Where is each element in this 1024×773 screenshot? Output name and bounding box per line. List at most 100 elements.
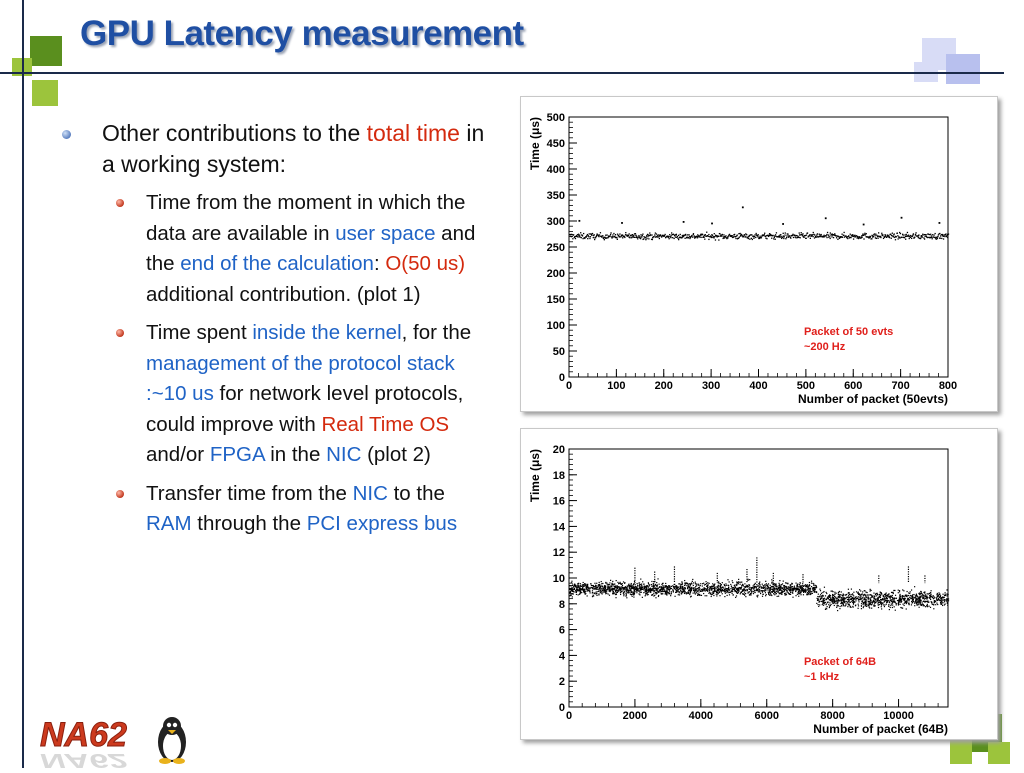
data-point xyxy=(741,235,743,237)
data-point xyxy=(916,599,918,601)
data-point xyxy=(932,236,934,238)
data-point xyxy=(778,587,780,590)
data-point xyxy=(680,590,682,592)
data-point xyxy=(799,587,801,589)
data-point xyxy=(629,589,631,591)
data-point xyxy=(632,583,635,586)
data-point xyxy=(938,592,940,594)
data-point xyxy=(609,588,611,590)
data-point xyxy=(822,235,824,238)
data-point xyxy=(654,234,656,236)
data-point xyxy=(672,233,675,235)
data-point xyxy=(835,235,837,237)
data-point xyxy=(920,593,922,595)
data-point xyxy=(639,594,641,596)
data-point xyxy=(878,595,880,597)
data-point xyxy=(833,598,835,600)
data-point xyxy=(725,583,727,585)
data-point xyxy=(698,586,701,588)
data-point xyxy=(826,608,828,610)
data-point xyxy=(597,234,600,236)
data-point xyxy=(771,585,774,588)
data-point xyxy=(623,586,625,589)
data-point xyxy=(601,585,603,587)
data-point xyxy=(781,583,784,585)
data-point xyxy=(576,235,578,238)
data-point xyxy=(649,232,651,234)
data-point xyxy=(617,590,619,592)
data-point xyxy=(905,608,907,610)
data-point xyxy=(756,589,758,591)
data-point xyxy=(649,587,651,589)
data-point xyxy=(877,599,879,601)
data-point xyxy=(634,591,636,593)
data-point xyxy=(674,234,676,236)
data-point xyxy=(883,599,885,601)
data-point xyxy=(757,585,759,587)
data-point xyxy=(632,584,634,587)
data-point xyxy=(882,237,885,240)
data-point xyxy=(628,583,630,585)
data-point xyxy=(711,588,713,590)
data-point xyxy=(813,237,816,239)
data-point xyxy=(773,593,775,595)
data-point xyxy=(883,236,886,239)
data-point xyxy=(914,586,916,588)
data-point xyxy=(797,591,799,594)
data-point xyxy=(754,234,756,236)
data-point xyxy=(728,587,730,590)
data-point xyxy=(681,587,683,589)
data-point xyxy=(835,237,838,239)
data-point xyxy=(754,591,756,594)
data-point xyxy=(664,586,667,588)
data-point xyxy=(625,587,627,589)
data-point xyxy=(743,588,745,590)
data-point xyxy=(713,233,715,235)
data-point xyxy=(635,235,638,237)
data-point xyxy=(711,589,713,591)
data-point xyxy=(799,586,801,588)
data-point xyxy=(692,582,695,584)
data-point xyxy=(764,589,766,591)
data-point xyxy=(762,590,764,592)
data-point xyxy=(665,236,667,238)
data-point xyxy=(576,590,578,593)
data-point xyxy=(728,588,730,591)
data-point xyxy=(790,588,792,591)
data-point xyxy=(786,591,788,593)
data-point xyxy=(867,596,869,598)
data-point xyxy=(643,589,645,591)
data-point xyxy=(573,588,576,590)
data-point xyxy=(703,236,705,238)
data-point xyxy=(797,235,799,237)
data-point xyxy=(597,584,600,586)
data-point xyxy=(793,585,796,587)
data-point xyxy=(798,595,800,597)
data-point xyxy=(764,585,766,587)
data-point xyxy=(591,585,594,587)
data-point xyxy=(945,235,948,238)
data-point xyxy=(713,585,715,587)
data-point xyxy=(791,586,794,588)
data-point xyxy=(660,593,662,595)
data-point xyxy=(887,601,889,603)
data-point xyxy=(570,594,572,596)
data-point xyxy=(848,595,850,597)
data-point xyxy=(589,233,592,235)
data-point xyxy=(699,589,701,591)
data-point xyxy=(846,598,849,601)
y-axis-label: Time (μs) xyxy=(528,449,542,502)
data-point xyxy=(901,607,904,609)
data-point xyxy=(684,590,686,593)
data-point xyxy=(790,235,793,237)
data-point xyxy=(859,589,861,591)
data-point xyxy=(731,592,733,595)
data-point xyxy=(706,583,708,585)
data-point xyxy=(771,582,773,584)
data-point xyxy=(872,236,875,238)
data-point xyxy=(732,594,734,596)
data-point xyxy=(853,597,855,600)
data-point xyxy=(939,232,941,235)
data-point xyxy=(746,588,748,591)
data-point xyxy=(620,583,622,585)
